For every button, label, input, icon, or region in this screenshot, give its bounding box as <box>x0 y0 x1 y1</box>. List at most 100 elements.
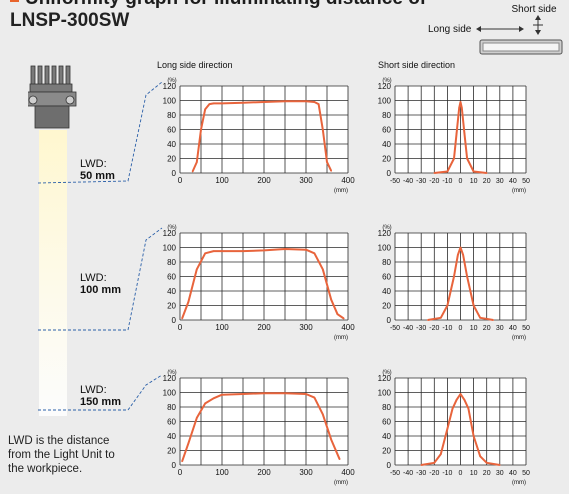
data-point <box>330 298 332 301</box>
y-tick-label: 60 <box>167 418 176 427</box>
x-tick-label: -20 <box>429 178 439 185</box>
short-side-label: Short side <box>511 4 556 15</box>
x-tick-label: 30 <box>496 178 504 185</box>
data-point <box>433 172 436 174</box>
data-point <box>313 252 316 255</box>
data-point <box>467 407 470 410</box>
x-unit-label: (mm) <box>334 480 348 486</box>
short-side-panel-title: Short side direction <box>378 60 456 70</box>
data-point <box>212 250 215 252</box>
y-tick-label: 0 <box>172 169 177 178</box>
x-tick-label: -30 <box>416 470 426 477</box>
x-tick-label: 300 <box>299 468 313 477</box>
x-tick-label: 10 <box>470 470 478 477</box>
x-tick-label: 10 <box>470 325 478 332</box>
x-tick-label: 300 <box>299 176 313 185</box>
y-tick-label: 0 <box>387 316 392 325</box>
data-point <box>196 268 198 271</box>
y-tick-label: 80 <box>167 258 176 267</box>
data-point <box>455 132 458 134</box>
x-tick-label: 20 <box>483 178 491 185</box>
lwd-100-label: LWD: <box>80 272 107 284</box>
data-point <box>284 100 286 103</box>
series-line <box>181 392 341 462</box>
x-tick-label: -30 <box>416 178 426 185</box>
data-point <box>485 462 488 464</box>
x-tick-label: 400 <box>341 468 355 477</box>
y-unit-label: (%) <box>382 78 391 84</box>
series-line <box>191 100 333 172</box>
x-tick-label: 50 <box>522 470 530 477</box>
data-point <box>305 248 307 251</box>
data-point <box>446 427 449 430</box>
y-tick-label: 40 <box>167 432 176 441</box>
heat-sink-icon <box>28 65 77 129</box>
y-tick-label: 100 <box>163 389 177 398</box>
y-tick-label: 120 <box>163 82 177 91</box>
data-point <box>221 393 223 396</box>
data-point <box>221 250 223 252</box>
x-tick-label: 50 <box>522 178 530 185</box>
chart-long-150: 0 20 40 60 80 100 120 0 100 200 300 400 (%) (mm) <box>163 370 356 486</box>
lwd-50-label: LWD: <box>80 158 107 170</box>
data-point <box>420 464 422 466</box>
data-point <box>191 170 194 173</box>
data-point <box>204 252 206 255</box>
lwd-note: LWD is the distance from the Light Unit … <box>8 435 115 475</box>
x-tick-label: 0 <box>459 178 463 185</box>
data-point <box>451 407 454 410</box>
data-point <box>343 317 345 320</box>
y-tick-label: 20 <box>382 302 391 311</box>
data-point <box>284 392 286 395</box>
data-point <box>458 106 460 109</box>
lwd-100-value: 100 mm <box>80 284 121 296</box>
data-point <box>196 161 198 163</box>
data-point <box>322 128 324 131</box>
y-tick-label: 60 <box>167 273 176 282</box>
x-tick-label: 50 <box>522 325 530 332</box>
data-point <box>446 304 449 307</box>
y-tick-label: 120 <box>378 374 392 383</box>
data-point <box>338 458 341 460</box>
data-point <box>453 275 455 278</box>
x-tick-label: -50 <box>390 325 400 332</box>
y-tick-label: 80 <box>382 403 391 412</box>
x-tick-label: 10 <box>470 178 478 185</box>
long-side-label: Long side <box>428 24 472 35</box>
y-tick-label: 40 <box>382 140 391 149</box>
light-unit-illustration <box>28 65 77 416</box>
x-unit-label: (mm) <box>512 335 526 341</box>
x-tick-label: 0 <box>178 468 183 477</box>
data-point <box>317 103 320 105</box>
title-line1: Uniformity graph for illuminating distan… <box>25 0 426 9</box>
data-point <box>492 319 495 321</box>
data-point <box>187 301 190 303</box>
y-tick-label: 20 <box>382 447 391 456</box>
y-tick-label: 100 <box>378 97 392 106</box>
x-tick-label: 100 <box>215 176 229 185</box>
x-tick-label: 400 <box>341 176 355 185</box>
data-point <box>440 453 442 455</box>
x-tick-label: 0 <box>178 323 183 332</box>
y-tick-label: 120 <box>378 82 392 91</box>
data-point <box>472 435 475 437</box>
data-point <box>463 132 466 134</box>
data-point <box>462 253 464 256</box>
lwd-150-label: LWD: <box>80 384 107 396</box>
x-tick-label: -10 <box>442 178 452 185</box>
data-point <box>242 101 244 104</box>
x-tick-label: -10 <box>442 470 452 477</box>
title-bullet-icon <box>10 0 19 2</box>
lwd-150-value: 150 mm <box>80 396 121 408</box>
data-point <box>499 464 501 466</box>
lwd-label-50: LWD: 50 mm <box>80 158 115 182</box>
data-point <box>263 101 265 103</box>
data-point <box>242 250 244 252</box>
data-point <box>263 249 265 252</box>
y-tick-label: 80 <box>382 258 391 267</box>
x-tick-label: 0 <box>178 176 183 185</box>
y-tick-label: 20 <box>167 302 176 311</box>
page-title: Uniformity graph for illuminating distan… <box>10 0 426 9</box>
y-tick-label: 100 <box>163 244 177 253</box>
